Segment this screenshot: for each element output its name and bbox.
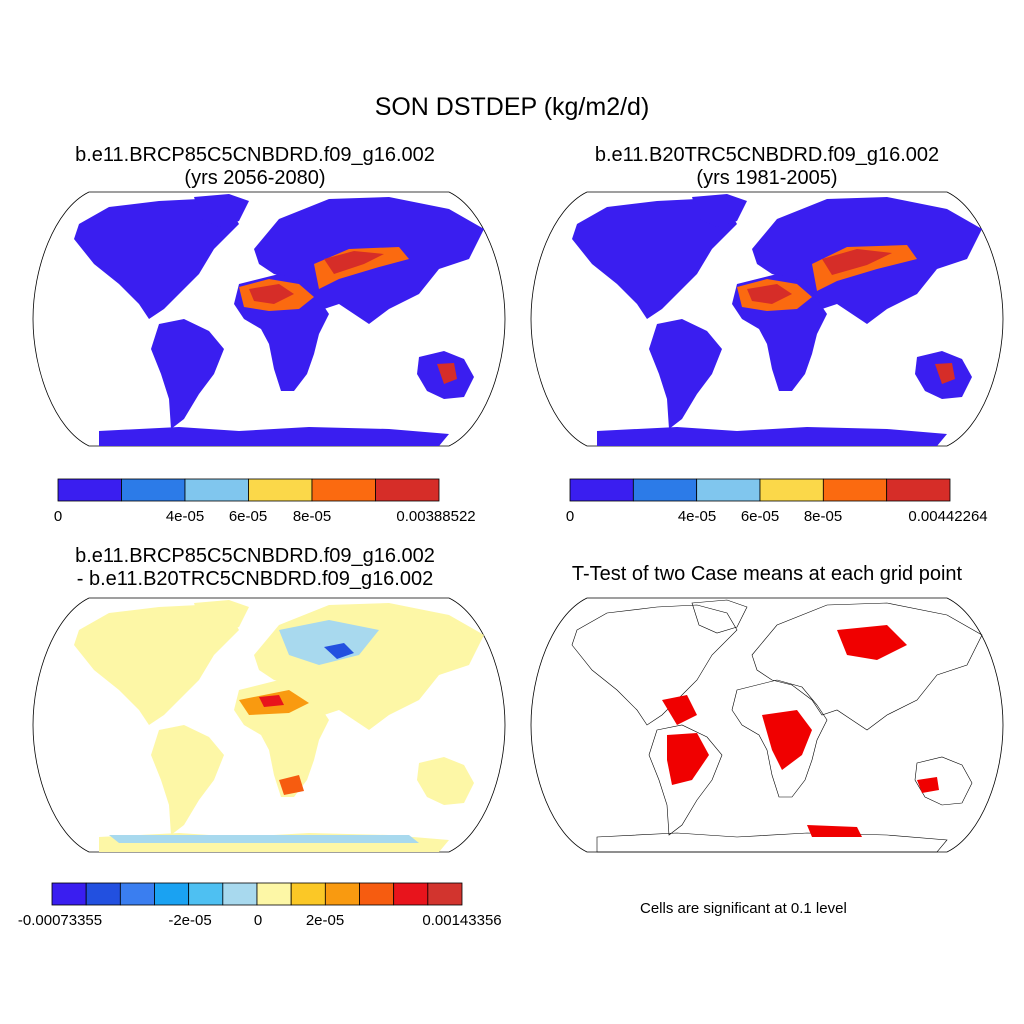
- cbar2-label-0: 0: [565, 508, 575, 525]
- map-panel-historical: [530, 191, 1004, 447]
- significance-note: Cells are significant at 0.1 level: [640, 900, 847, 917]
- panel-title-line1: T-Test of two Case means at each grid po…: [571, 563, 963, 585]
- colorbar-3-swatch: [154, 882, 190, 906]
- colorbar-2-swatch: [759, 478, 824, 502]
- colorbar-3-swatch: [359, 882, 395, 906]
- colorbar-2-swatch: [822, 478, 888, 502]
- cbar2-label-4: 0.00442264: [908, 508, 988, 525]
- colorbar-2-swatch: [569, 478, 634, 502]
- colorbar-1-swatch: [375, 478, 440, 502]
- panel-title-line2: (yrs 1981-2005): [696, 167, 838, 189]
- colorbar-1-swatch: [184, 478, 249, 502]
- cbar1-label-2: 6e-05: [228, 508, 268, 525]
- cbar2-label-2: 6e-05: [740, 508, 780, 525]
- colorbar-1-swatch: [121, 478, 186, 502]
- map-panel-difference: [32, 597, 506, 853]
- map-panel-future: [32, 191, 506, 447]
- cbar1-label-3: 8e-05: [292, 508, 332, 525]
- cbar1-label-0: 0: [53, 508, 63, 525]
- colorbar-3-swatch: [188, 882, 224, 906]
- cbar3-label-3: 2e-05: [305, 912, 345, 929]
- cbar3-label-4: 0.00143356: [422, 912, 502, 929]
- panel-title-future: b.e11.BRCP85C5CNBDRD.f09_g16.002 (yrs 20…: [20, 144, 490, 190]
- panel-title-line1: b.e11.B20TRC5CNBDRD.f09_g16.002: [594, 144, 940, 166]
- panel-title-line1: b.e11.BRCP85C5CNBDRD.f09_g16.002: [75, 144, 435, 166]
- panel-title-line2: - b.e11.B20TRC5CNBDRD.f09_g16.002: [76, 568, 434, 590]
- colorbar-2-swatch: [696, 478, 761, 502]
- panel-title-line2: (yrs 2056-2080): [184, 167, 326, 189]
- colorbar-1-swatch: [57, 478, 122, 502]
- cbar3-label-1: -2e-05: [168, 912, 212, 929]
- cbar2-label-1: 4e-05: [677, 508, 717, 525]
- cbar3-label-0: -0.00073355: [17, 912, 103, 929]
- panel-title-ttest: T-Test of two Case means at each grid po…: [522, 563, 1012, 586]
- map-panel-ttest: [530, 597, 1004, 853]
- colorbar-3-swatch: [427, 882, 463, 906]
- colorbar-3-swatch: [393, 882, 429, 906]
- cbar2-label-3: 8e-05: [803, 508, 843, 525]
- colorbar-3-swatch: [51, 882, 87, 906]
- colorbar-2-swatch: [886, 478, 951, 502]
- colorbar-3-swatch: [222, 882, 258, 906]
- colorbar-3-swatch: [290, 882, 326, 906]
- main-title: SON DSTDEP (kg/m2/d): [374, 93, 650, 121]
- colorbar-2-swatch: [632, 478, 698, 502]
- panel-title-difference: b.e11.BRCP85C5CNBDRD.f09_g16.002 - b.e11…: [20, 545, 490, 591]
- cbar1-label-1: 4e-05: [165, 508, 205, 525]
- colorbar-3-swatch: [324, 882, 360, 906]
- colorbar-1-swatch: [311, 478, 376, 502]
- colorbar-3-swatch: [119, 882, 155, 906]
- panel-title-line1: b.e11.BRCP85C5CNBDRD.f09_g16.002: [75, 545, 435, 567]
- colorbar-1-swatch: [248, 478, 313, 502]
- colorbar-3-swatch: [85, 882, 121, 906]
- colorbar-3-swatch: [256, 882, 292, 906]
- cbar3-label-2: 0: [253, 912, 263, 929]
- panel-title-historical: b.e11.B20TRC5CNBDRD.f09_g16.002 (yrs 198…: [532, 144, 1002, 190]
- cbar1-label-4: 0.00388522: [396, 508, 476, 525]
